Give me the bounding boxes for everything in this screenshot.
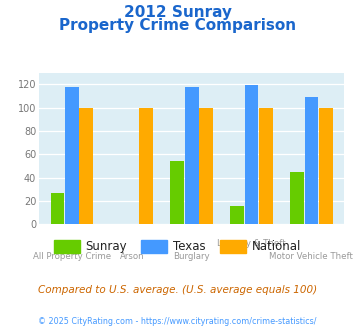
Bar [290, 172, 304, 224]
Text: 2012 Sunray: 2012 Sunray [124, 5, 231, 20]
Bar [259, 108, 273, 224]
Bar [65, 86, 79, 224]
Text: Compared to U.S. average. (U.S. average equals 100): Compared to U.S. average. (U.S. average … [38, 285, 317, 295]
Legend: Sunray, Texas, National: Sunray, Texas, National [49, 235, 306, 258]
Bar [319, 108, 333, 224]
Bar [80, 108, 93, 224]
Bar [230, 206, 244, 224]
Bar [139, 108, 153, 224]
Bar [199, 108, 213, 224]
Text: © 2025 CityRating.com - https://www.cityrating.com/crime-statistics/: © 2025 CityRating.com - https://www.city… [38, 317, 317, 326]
Text: Burglary: Burglary [173, 252, 210, 261]
Bar [305, 97, 318, 224]
Text: All Property Crime: All Property Crime [33, 252, 111, 261]
Text: Arson: Arson [120, 252, 144, 261]
Text: Larceny & Theft: Larceny & Theft [217, 239, 286, 248]
Bar [51, 193, 65, 224]
Text: Motor Vehicle Theft: Motor Vehicle Theft [269, 252, 353, 261]
Bar [170, 161, 184, 224]
Text: Property Crime Comparison: Property Crime Comparison [59, 18, 296, 33]
Bar [245, 85, 258, 224]
Bar [185, 86, 198, 224]
